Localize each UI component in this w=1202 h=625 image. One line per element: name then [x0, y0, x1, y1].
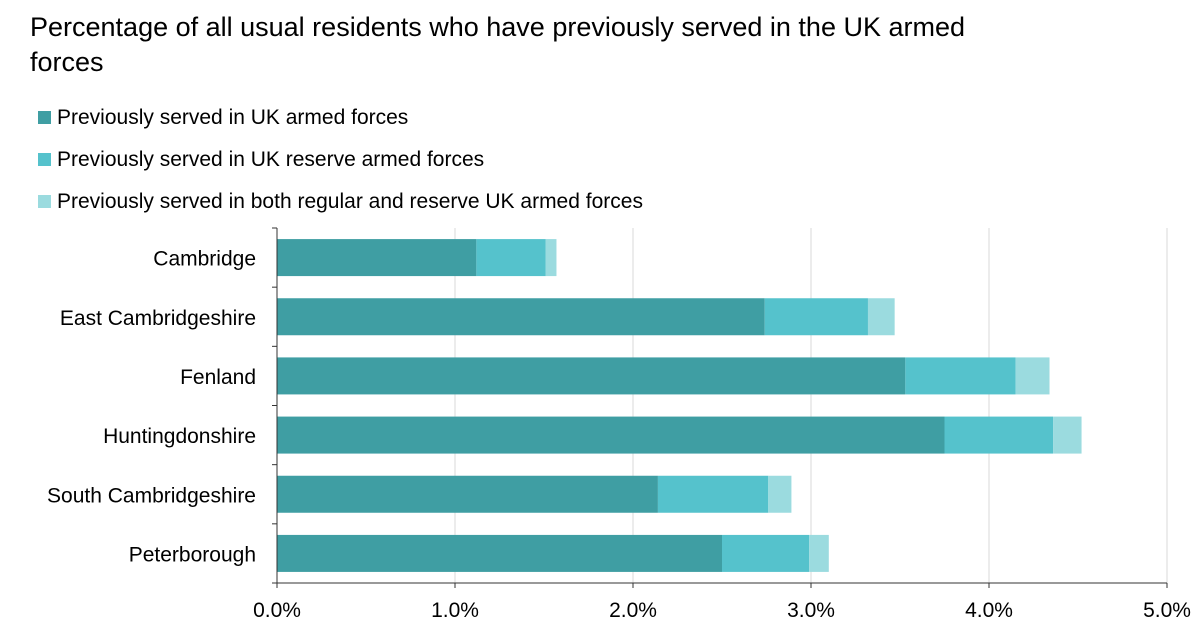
legend-label-regular: Previously served in UK armed forces — [57, 106, 409, 129]
bar-peterborough-both — [809, 534, 829, 572]
legend-swatch-regular — [38, 111, 51, 124]
bar-south-cambridgeshire-regular — [277, 475, 658, 513]
bar-south-cambridgeshire-reserve — [657, 475, 769, 513]
x-tick-label-2: 2.0% — [609, 599, 657, 622]
category-label-huntingdonshire: Huntingdonshire — [103, 425, 256, 448]
bar-fenland-regular — [277, 357, 906, 395]
category-label-south-cambridgeshire: South Cambridgeshire — [47, 484, 256, 507]
x-tick-label-0: 0.0% — [253, 599, 301, 622]
bar-fenland-both — [1015, 357, 1050, 395]
legend-label-both: Previously served in both regular and re… — [57, 190, 643, 213]
category-label-peterborough: Peterborough — [129, 543, 256, 566]
bar-fenland-reserve — [905, 357, 1016, 395]
bar-huntingdonshire-regular — [277, 416, 945, 454]
chart-title: Percentage of all usual residents who ha… — [30, 12, 966, 77]
bar-cambridge-regular — [277, 239, 477, 277]
legend-swatch-both — [38, 195, 51, 208]
legend-label-reserve: Previously served in UK reserve armed fo… — [57, 148, 485, 171]
bar-huntingdonshire-reserve — [944, 416, 1054, 454]
bar-cambridge-both — [545, 239, 557, 277]
bar-huntingdonshire-both — [1053, 416, 1082, 454]
bar-south-cambridgeshire-both — [768, 475, 792, 513]
bar-peterborough-regular — [277, 534, 722, 572]
bar-cambridge-reserve — [476, 239, 546, 277]
category-label-cambridge: Cambridge — [153, 248, 256, 271]
legend-swatch-reserve — [38, 153, 51, 166]
bar-east-cambridgeshire-regular — [277, 298, 765, 336]
x-tick-label-4: 4.0% — [965, 599, 1013, 622]
category-label-east-cambridgeshire: East Cambridgeshire — [60, 307, 256, 330]
x-tick-label-5: 5.0% — [1143, 599, 1191, 622]
bar-east-cambridgeshire-both — [867, 298, 895, 336]
bar-east-cambridgeshire-reserve — [764, 298, 868, 336]
x-tick-label-1: 1.0% — [431, 599, 479, 622]
category-label-fenland: Fenland — [180, 366, 256, 389]
x-tick-label-3: 3.0% — [787, 599, 835, 622]
bar-peterborough-reserve — [722, 534, 810, 572]
